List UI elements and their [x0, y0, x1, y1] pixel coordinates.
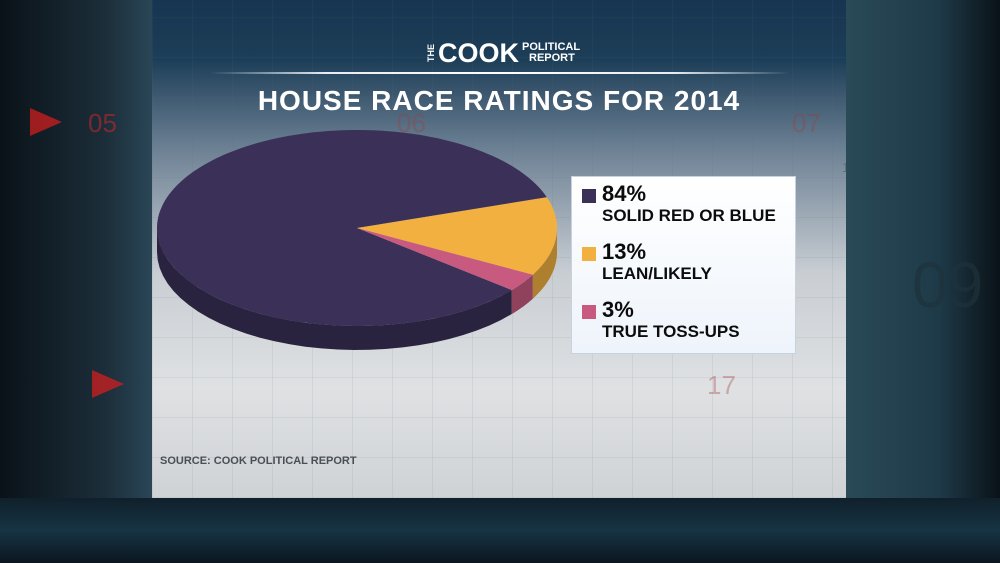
background-arrow-icon	[92, 370, 124, 398]
background-right	[846, 0, 1000, 563]
legend-swatch-solid	[582, 189, 596, 203]
background-number: 07	[792, 108, 821, 138]
logo-cook: COOK	[438, 37, 519, 68]
legend-label-solid: SOLID RED OR BLUE	[602, 206, 776, 225]
legend-swatch-tossup	[582, 305, 596, 319]
legend-value-lean: 13%	[602, 239, 647, 264]
source-note: SOURCE: COOK POLITICAL REPORT	[160, 455, 357, 467]
pie-side-2	[511, 274, 533, 314]
background-number: 05	[88, 108, 117, 138]
background-bottom	[0, 498, 1000, 563]
legend-swatch-lean	[582, 247, 596, 261]
pie-side-1	[532, 228, 557, 299]
background-number: 09	[912, 249, 984, 321]
title-rule	[210, 72, 790, 74]
background-number: 14	[842, 160, 846, 175]
legend-label-tossup: TRUE TOSS-UPS	[602, 322, 740, 341]
chart-title: HOUSE RACE RATINGS FOR 2014	[257, 85, 741, 116]
legend-value-tossup: 3%	[602, 297, 634, 322]
background-left	[0, 0, 152, 563]
pie-slice-1	[357, 197, 557, 275]
logo-political-report: POLITICAL REPORT	[519, 42, 580, 64]
background-arrow-icon	[30, 108, 62, 136]
chart-legend: 84% SOLID RED OR BLUE 13% LEAN/LIKELY 3%…	[571, 176, 796, 354]
legend-value-solid: 84%	[602, 181, 647, 206]
logo-report: REPORT	[529, 52, 575, 64]
legend-label-lean: LEAN/LIKELY	[602, 264, 712, 283]
pie-side-0	[157, 228, 512, 350]
pie-slice-0	[157, 130, 547, 326]
background-number: 17	[707, 370, 736, 400]
logo-political: POLITICAL	[522, 41, 581, 53]
cook-political-report-logo: THE COOK POLITICAL REPORT	[426, 38, 580, 68]
pie-slice-2	[357, 228, 533, 290]
